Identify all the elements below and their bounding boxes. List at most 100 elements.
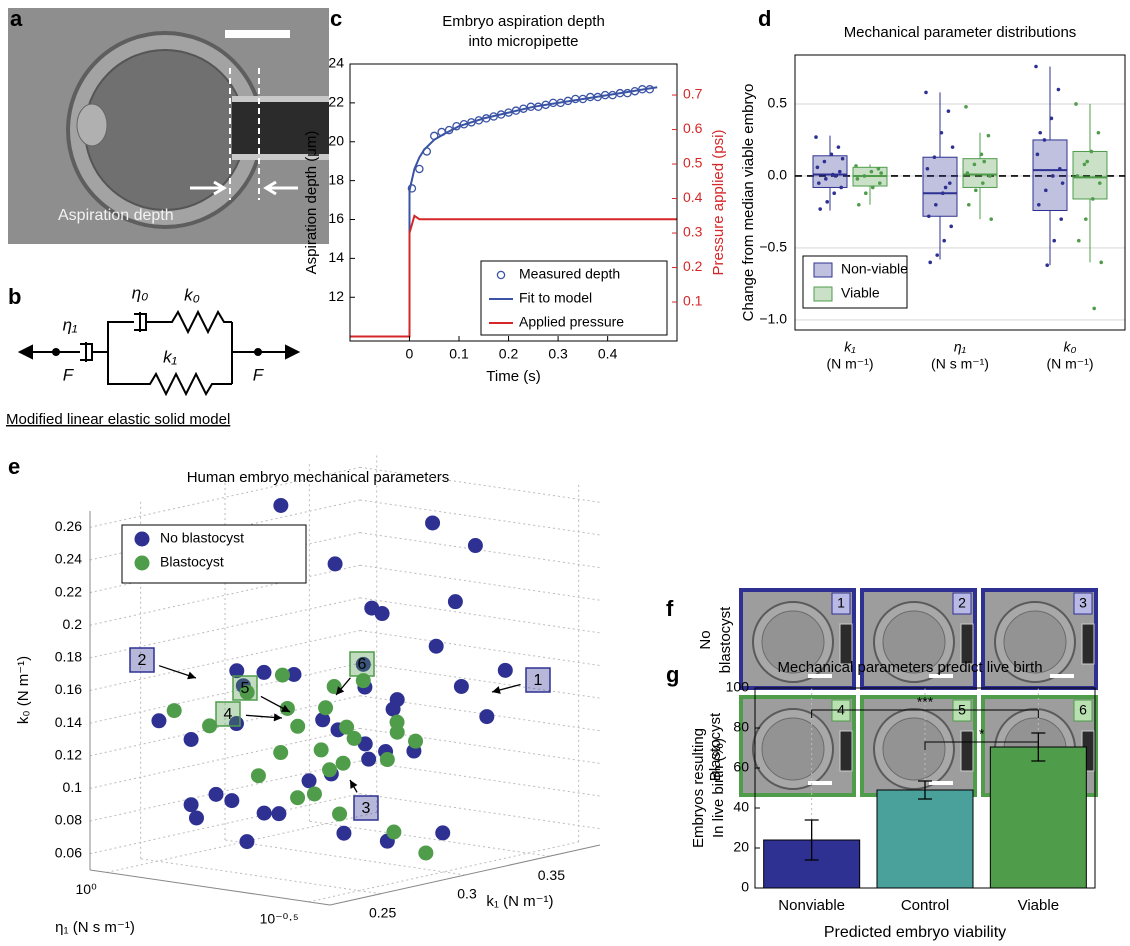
bar (876, 789, 974, 889)
grid-line (140, 858, 381, 895)
box (1032, 139, 1068, 211)
y-tick-label: −0.5 (759, 239, 787, 255)
data-point (950, 145, 955, 149)
annotation-arrowhead (492, 686, 501, 694)
scale-bar (808, 781, 832, 785)
data-point (447, 594, 463, 610)
data-point (979, 152, 984, 157)
z-axis-label: k₀ (N m⁻¹) (15, 656, 32, 724)
x-tick-label: (N m⁻¹) (826, 356, 873, 372)
data-point (864, 191, 868, 196)
scale-bar (929, 674, 953, 678)
legend-label: Blastocyst (160, 554, 224, 570)
data-point (815, 165, 820, 170)
x-axis-label: k₁ (N m⁻¹) (486, 893, 553, 910)
x-tick-label: Nonviable (778, 897, 845, 914)
grid-line (359, 466, 601, 503)
grid-line (308, 841, 579, 903)
grid-line (89, 760, 361, 822)
data-point (385, 701, 401, 717)
data-point (939, 130, 944, 135)
y-tick-label: 100 (726, 679, 750, 695)
data-point (224, 793, 240, 809)
y-tick-label: −1.0 (759, 311, 787, 327)
data-line (350, 214, 677, 338)
y-tick-label: 0.5 (768, 95, 788, 111)
data-line (408, 86, 658, 236)
legend-label: Fit to model (519, 290, 592, 306)
grid-line (89, 630, 361, 691)
data-point (857, 202, 861, 207)
axis-line (89, 869, 331, 906)
number-box (831, 592, 851, 615)
data-point (318, 700, 334, 716)
y-tick-label: 0.0 (768, 167, 788, 183)
data-point (453, 678, 469, 694)
data-point (1060, 181, 1065, 185)
panel-letter: f (666, 596, 674, 621)
y2-tick-label: 0.7 (683, 86, 703, 102)
data-point (1059, 217, 1063, 221)
data-point (239, 684, 255, 700)
y2-tick-label: 0.1 (683, 293, 703, 309)
data-point (418, 845, 434, 861)
data-point (151, 713, 167, 729)
y2-tick-label: 0.6 (683, 120, 703, 136)
annotation-label: 1 (534, 672, 543, 689)
data-point (1096, 130, 1101, 135)
legend-marker (813, 262, 833, 278)
data-point (833, 174, 838, 178)
data-point (932, 155, 937, 160)
chart-title: into micropipette (468, 33, 578, 50)
grid-line (224, 839, 466, 876)
panel-letter: e (8, 454, 20, 479)
legend-label: Applied pressure (519, 314, 624, 330)
y-axis-label: Change from median viable embryo (740, 84, 757, 322)
data-point (332, 806, 348, 822)
data-point (479, 709, 495, 725)
data-point (817, 181, 821, 185)
data-point (854, 164, 858, 168)
data-point (379, 752, 395, 768)
z-tick-label: 0.12 (55, 746, 82, 762)
data-point (183, 797, 199, 813)
scale-bar (1050, 674, 1074, 678)
data-point (1051, 174, 1055, 178)
data-point (1099, 260, 1103, 265)
x-tick-label: k₀ (1064, 339, 1077, 355)
data-point (965, 171, 970, 175)
annotation-label: 6 (358, 656, 367, 673)
data-point (1089, 149, 1094, 154)
row-label: No (697, 630, 714, 649)
data-point (981, 181, 985, 185)
data-point (942, 238, 946, 243)
z-tick-label: 0.24 (55, 551, 82, 567)
data-point (986, 133, 991, 138)
grid-line (359, 793, 601, 830)
bar (989, 746, 1087, 889)
annotation-arrowhead (187, 671, 196, 680)
data-point (273, 745, 289, 761)
x-tick-label: (N s m⁻¹) (931, 356, 989, 372)
data-point (925, 166, 930, 171)
significance-label: * (979, 726, 985, 742)
embryo-image: 4 (739, 695, 856, 797)
data-point (322, 762, 338, 778)
annotation-arrowhead (281, 704, 290, 712)
label: η₀ (132, 283, 149, 302)
annotation-box (215, 701, 241, 727)
chart-title: Human embryo mechanical parameters (187, 469, 450, 486)
image-number: 3 (1079, 595, 1087, 611)
data-point (361, 751, 377, 767)
data-point (972, 162, 977, 167)
legend-label: Measured depth (519, 266, 620, 282)
y-tick-label: 0 (741, 879, 749, 895)
y-tick-label: 80 (733, 719, 749, 735)
legend-box (121, 524, 307, 584)
data-point (428, 638, 444, 654)
data-point (1092, 306, 1096, 311)
embryo-image: 3 (981, 588, 1098, 690)
annotation-label: 4 (224, 706, 233, 723)
data-point (239, 834, 255, 850)
